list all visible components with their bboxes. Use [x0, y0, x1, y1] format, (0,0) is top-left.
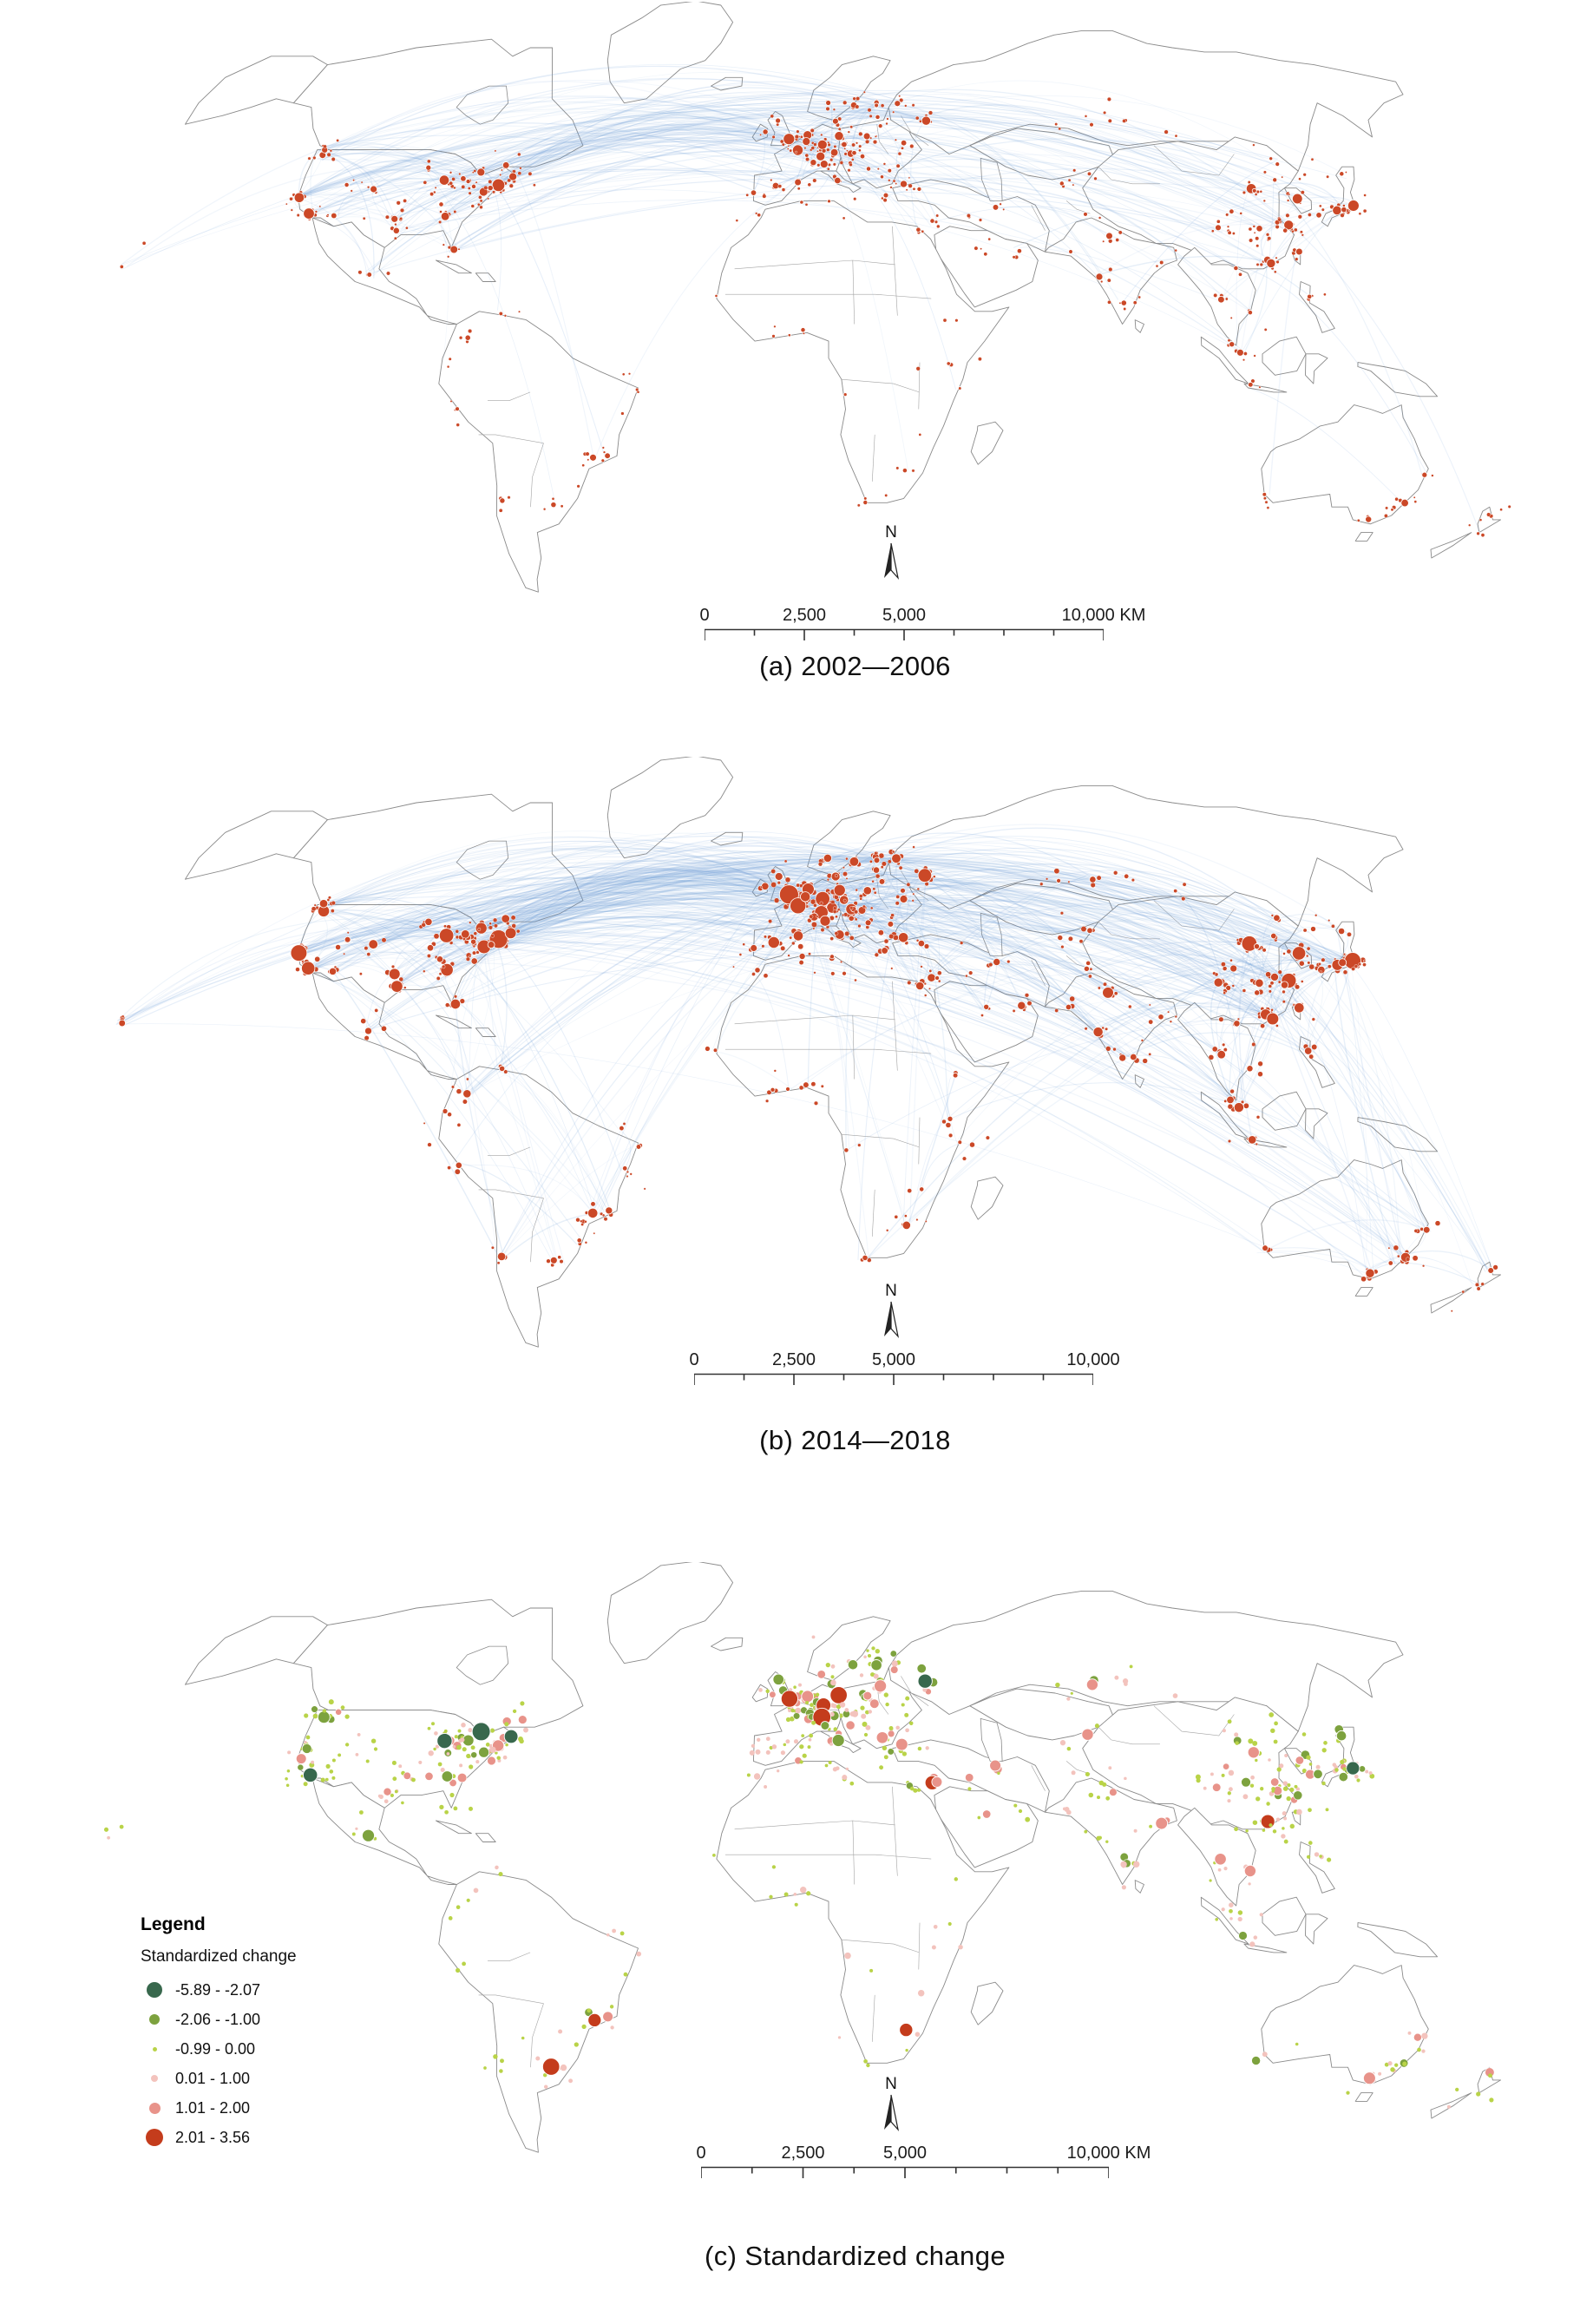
- legend-swatch-circle: [151, 2075, 158, 2082]
- legend-item-label: -2.06 - -1.00: [175, 2010, 261, 2028]
- legend-swatch-cell: [139, 2102, 170, 2114]
- legend-item: 2.01 - 3.56: [139, 2123, 399, 2152]
- caption-panel-a: (a) 2002—2006: [759, 651, 951, 681]
- legend-item-label: -0.99 - 0.00: [175, 2039, 256, 2058]
- legend-item: 1.01 - 2.00: [139, 2093, 399, 2123]
- scalebar-bar: [704, 628, 1105, 642]
- scalebar-label: 5,000: [871, 1350, 916, 1369]
- city-nodes: [118, 845, 1498, 1313]
- scalebar-label: 5,000: [882, 2143, 928, 2163]
- scalebar-label: 0: [699, 606, 710, 625]
- scalebar-bar: [693, 1373, 1094, 1387]
- scalebar-label: 2,500: [771, 1350, 816, 1369]
- scalebar-labels: 0 2,500 5,000 10,000 KM: [696, 2143, 1151, 2166]
- legend-swatch-cell: [139, 1982, 170, 1998]
- world-map-svg: [119, 2, 1511, 593]
- scalebar-label: 0: [689, 1350, 699, 1369]
- caption-panel-b: (b) 2014—2018: [759, 1425, 951, 1455]
- legend-swatch-circle: [152, 2046, 157, 2052]
- world-map-svg: [115, 757, 1502, 1348]
- landmasses: [184, 757, 1502, 1348]
- legend-swatch-cell: [139, 2046, 170, 2052]
- north-arrow-icon: [884, 2094, 900, 2132]
- scalebar-label: 2,500: [781, 2143, 825, 2163]
- north-arrow-icon: [884, 542, 900, 581]
- legend-item: 0.01 - 1.00: [139, 2064, 399, 2093]
- north-arrow: N: [878, 1283, 904, 1340]
- scalebar-bar: [700, 2166, 1110, 2180]
- scalebar-labels: 0 2,500 5,000 10,000 KM: [699, 606, 1145, 628]
- change-nodes: [103, 1635, 1495, 2109]
- scalebar-label: 10,000 KM: [1061, 606, 1146, 625]
- scalebar-labels: 0 2,500 5,000 10,000: [689, 1350, 1119, 1373]
- scalebar-label: 0: [696, 2143, 706, 2163]
- legend-item-label: 1.01 - 2.00: [175, 2098, 251, 2117]
- scalebar-label: 5,000: [882, 606, 927, 625]
- landmasses: [184, 1562, 1502, 2153]
- scalebar-label: 10,000 KM: [1066, 2143, 1151, 2163]
- scalebar-ticks: [704, 628, 1105, 640]
- map-panel-b: [0, 757, 1580, 1360]
- scalebar-label: 2,500: [782, 606, 827, 625]
- north-arrow: N: [878, 524, 904, 581]
- legend-item: -0.99 - 0.00: [139, 2034, 399, 2064]
- scalebar: 0 2,500 5,000 10,000 KM: [696, 2143, 1151, 2185]
- legend-swatch-circle: [148, 2102, 161, 2114]
- map-panel-a: [0, 2, 1580, 605]
- legend-title: Legend: [141, 1914, 206, 1934]
- north-label: N: [885, 523, 897, 542]
- legend: Legend Standardized change -5.89 - -2.07…: [139, 1914, 399, 2152]
- north-arrow-icon: [884, 1301, 900, 1339]
- scalebar-label: 10,000: [1066, 1350, 1120, 1369]
- north-arrow: N: [878, 2076, 904, 2133]
- legend-item-label: 0.01 - 1.00: [175, 2069, 251, 2087]
- legend-items: -5.89 - -2.07 -2.06 - -1.00 -0.99 - 0.00 0.…: [139, 1975, 399, 2152]
- legend-swatch-circle: [147, 1982, 162, 1998]
- landmasses: [184, 2, 1502, 593]
- legend-swatch-circle: [149, 2014, 160, 2025]
- scalebar: 0 2,500 5,000 10,000: [689, 1350, 1120, 1392]
- world-map-svg: [103, 1562, 1502, 2153]
- caption-panel-c: (c) Standardized change: [705, 2241, 1006, 2271]
- legend-subtitle: Standardized change: [141, 1947, 297, 1966]
- legend-item-label: -5.89 - -2.07: [175, 1980, 261, 1999]
- legend-item: -5.89 - -2.07: [139, 1975, 399, 2005]
- legend-swatch-cell: [139, 2129, 170, 2146]
- city-nodes: [119, 90, 1511, 537]
- scalebar-ticks: [700, 2166, 1110, 2178]
- legend-swatch-circle: [146, 2129, 163, 2146]
- legend-swatch-cell: [139, 2075, 170, 2082]
- north-label: N: [885, 1282, 897, 1300]
- legend-item: -2.06 - -1.00: [139, 2005, 399, 2034]
- scalebar-ticks: [693, 1373, 1094, 1385]
- legend-swatch-cell: [139, 2014, 170, 2025]
- map-panel-c: [0, 1562, 1580, 2165]
- scalebar: 0 2,500 5,000 10,000 KM: [699, 606, 1145, 647]
- north-label: N: [885, 2075, 897, 2093]
- legend-item-label: 2.01 - 3.56: [175, 2128, 251, 2146]
